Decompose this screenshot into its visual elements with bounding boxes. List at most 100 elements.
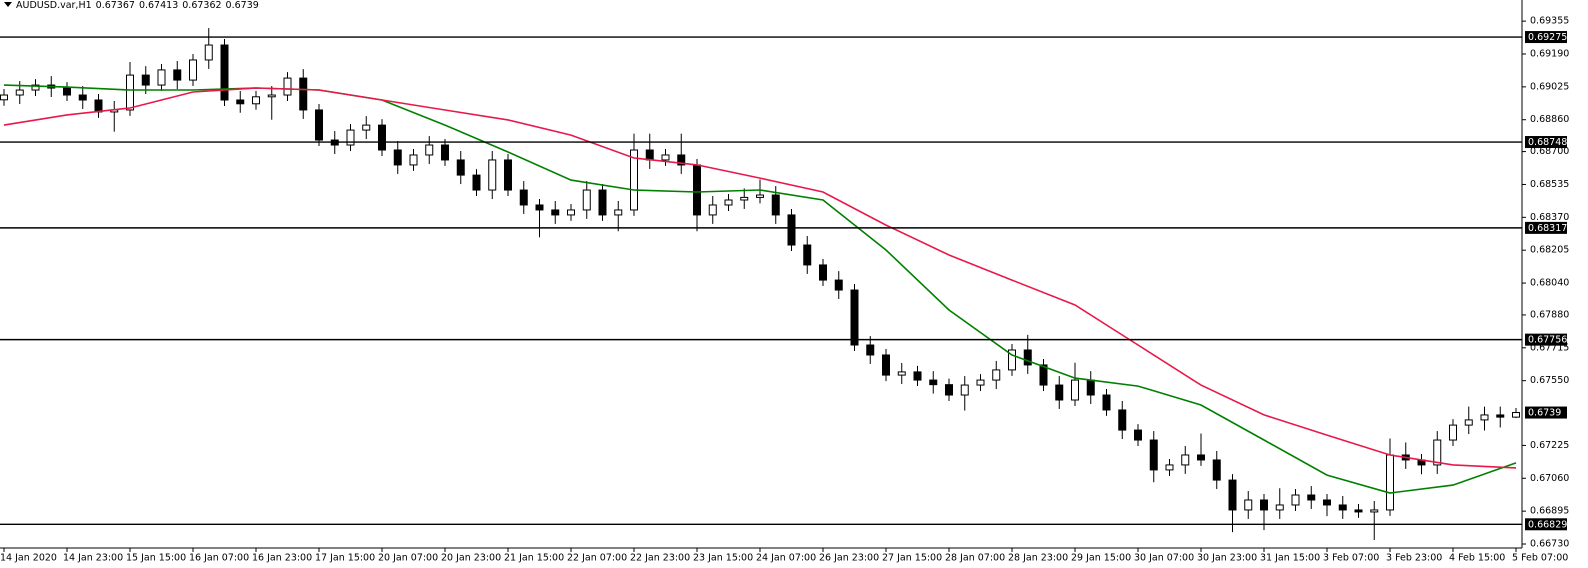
candle-body	[677, 154, 686, 166]
level-label: 0.69275	[1528, 32, 1567, 43]
candle-body	[1102, 394, 1111, 411]
moving-average	[3, 84, 1517, 494]
candle-body	[94, 99, 103, 113]
candle-body	[425, 144, 434, 156]
moving-average	[3, 87, 1517, 469]
candle-body	[141, 74, 150, 86]
x-tick-label: 20 Jan 23:00	[441, 553, 501, 564]
x-tick-label: 30 Jan 23:00	[1197, 553, 1257, 564]
candle-body	[1291, 494, 1300, 506]
candle-body	[630, 149, 638, 211]
y-tick-label: 0.67715	[1530, 342, 1569, 353]
candle-body	[1181, 454, 1190, 466]
candle-body	[1149, 439, 1158, 471]
x-tick-label: 17 Jan 15:00	[315, 553, 375, 564]
candle-body	[78, 94, 87, 101]
candle-body	[519, 189, 528, 206]
candle-body	[1323, 499, 1331, 506]
candle-body	[661, 154, 670, 161]
candle-body	[204, 44, 213, 61]
candle-body	[472, 174, 481, 191]
x-tick-label: 20 Jan 07:00	[378, 553, 438, 564]
y-tick-label: 0.68535	[1530, 179, 1569, 190]
candle-body	[15, 89, 24, 96]
candles	[0, 28, 1520, 541]
candle-body	[834, 279, 843, 291]
candle-body	[598, 189, 607, 216]
candle-body	[126, 74, 134, 111]
last-low: 0.67362	[182, 0, 222, 11]
y-tick-label: 0.67060	[1530, 473, 1569, 484]
candle-body	[1275, 504, 1284, 511]
candle-body	[1118, 409, 1127, 431]
y-tick-label: 0.67225	[1530, 440, 1569, 451]
candle-body	[819, 264, 827, 281]
candle-body	[1039, 364, 1048, 386]
x-tick-label: 14 Jan 2020	[0, 553, 57, 564]
candle-body	[1055, 384, 1064, 401]
x-tick-label: 28 Jan 23:00	[1008, 553, 1068, 564]
x-tick-label: 22 Jan 23:00	[630, 553, 690, 564]
candle-body	[0, 94, 8, 101]
candle-body	[1165, 464, 1174, 471]
candle-body	[220, 44, 229, 101]
level-label-box	[1525, 31, 1567, 44]
x-tick-label: 16 Jan 23:00	[252, 553, 312, 564]
x-tick-label: 30 Jan 07:00	[1134, 553, 1194, 564]
y-tick-label: 0.68370	[1530, 212, 1569, 223]
candle-body	[1338, 504, 1347, 511]
x-tick-label: 3 Feb 23:00	[1386, 553, 1442, 564]
x-tick-label: 31 Jan 15:00	[1260, 553, 1320, 564]
candle-body	[913, 371, 922, 381]
candle-body	[504, 159, 512, 191]
candle-body	[346, 129, 355, 146]
candle-body	[1480, 414, 1489, 421]
y-tick-label: 0.69190	[1530, 48, 1569, 59]
x-tick-label: 26 Jan 23:00	[819, 553, 879, 564]
chart-header: AUDUSD.var,H1 0.67367 0.67413 0.67362 0.6739	[4, 0, 263, 12]
y-tick-label: 0.68700	[1530, 146, 1569, 157]
price-label: 0.6739	[1528, 408, 1561, 419]
x-tick-label: 5 Feb 07:00	[1512, 553, 1568, 564]
candle-body	[614, 209, 623, 216]
candle-body	[252, 96, 260, 105]
candle-body	[850, 289, 859, 346]
candle-body	[645, 149, 654, 161]
candle-body	[740, 196, 749, 201]
candle-body	[189, 59, 197, 81]
candle-body	[897, 371, 906, 376]
menu-triangle	[4, 2, 12, 7]
x-tick-label: 14 Jan 23:00	[63, 553, 123, 564]
x-tick-label: 23 Jan 15:00	[693, 553, 753, 564]
x-tick-label: 16 Jan 07:00	[189, 553, 249, 564]
candle-body	[976, 379, 985, 386]
price-label-box	[1525, 406, 1567, 419]
candle-body	[1370, 509, 1379, 513]
candle-body	[582, 189, 591, 211]
candle-body	[771, 194, 780, 216]
candle-body	[1496, 414, 1505, 418]
x-tick-label: 22 Jan 07:00	[567, 553, 627, 564]
candle-body	[1464, 419, 1473, 426]
candle-body	[1386, 454, 1394, 511]
candle-body	[756, 194, 764, 198]
candle-body	[1212, 459, 1221, 481]
level-label: 0.68317	[1528, 223, 1567, 234]
level-label-box	[1525, 136, 1567, 149]
candle-body	[960, 384, 969, 396]
candle-body	[929, 379, 938, 386]
candle-body	[456, 159, 465, 176]
level-label: 0.67756	[1528, 335, 1567, 346]
candle-body	[882, 354, 890, 376]
candle-body	[693, 164, 701, 216]
candle-body	[708, 204, 717, 216]
x-tick-label: 15 Jan 15:00	[126, 553, 186, 564]
x-tick-label: 27 Jan 15:00	[882, 553, 942, 564]
candle-body	[1008, 349, 1016, 371]
candle-body	[1354, 509, 1363, 513]
x-tick-label: 21 Jan 15:00	[504, 553, 564, 564]
candle-body	[31, 84, 40, 91]
candle-body	[992, 369, 1001, 381]
candle-body	[803, 244, 812, 266]
